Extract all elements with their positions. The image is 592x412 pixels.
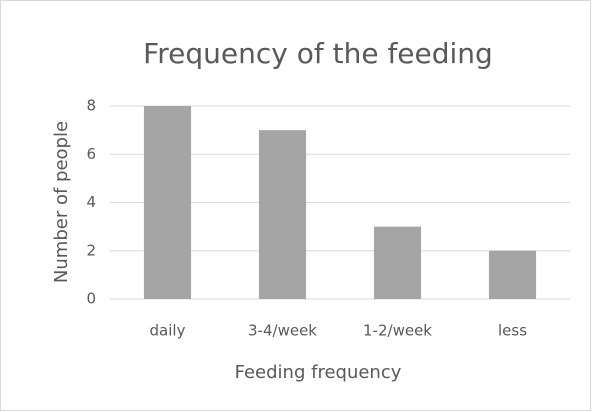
bar: [488, 250, 537, 299]
bar: [373, 226, 422, 299]
y-tick-label: 6: [86, 145, 96, 163]
y-tick-label: 0: [86, 290, 96, 308]
x-tick-label: 1-2/week: [363, 322, 432, 340]
x-tick-label: daily: [150, 322, 186, 340]
chart-title: Frequency of the feeding: [143, 37, 493, 70]
y-tick-label: 2: [86, 241, 96, 259]
x-tick-label: 3-4/week: [248, 322, 317, 340]
bar: [258, 130, 307, 299]
x-tick-label: less: [498, 322, 527, 340]
y-tick-label: 8: [86, 97, 96, 115]
y-tick-label: 4: [86, 193, 96, 211]
bar: [143, 106, 192, 299]
x-axis-title: Feeding frequency: [235, 362, 402, 383]
y-axis-title: Number of people: [51, 121, 72, 283]
